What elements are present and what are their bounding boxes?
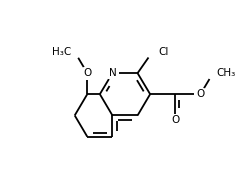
- Text: N: N: [108, 68, 116, 78]
- Text: O: O: [83, 68, 92, 78]
- Text: Cl: Cl: [158, 47, 168, 57]
- Text: O: O: [196, 89, 204, 99]
- Text: CH₃: CH₃: [216, 68, 236, 78]
- Text: H₃C: H₃C: [52, 47, 71, 57]
- Text: O: O: [171, 115, 179, 125]
